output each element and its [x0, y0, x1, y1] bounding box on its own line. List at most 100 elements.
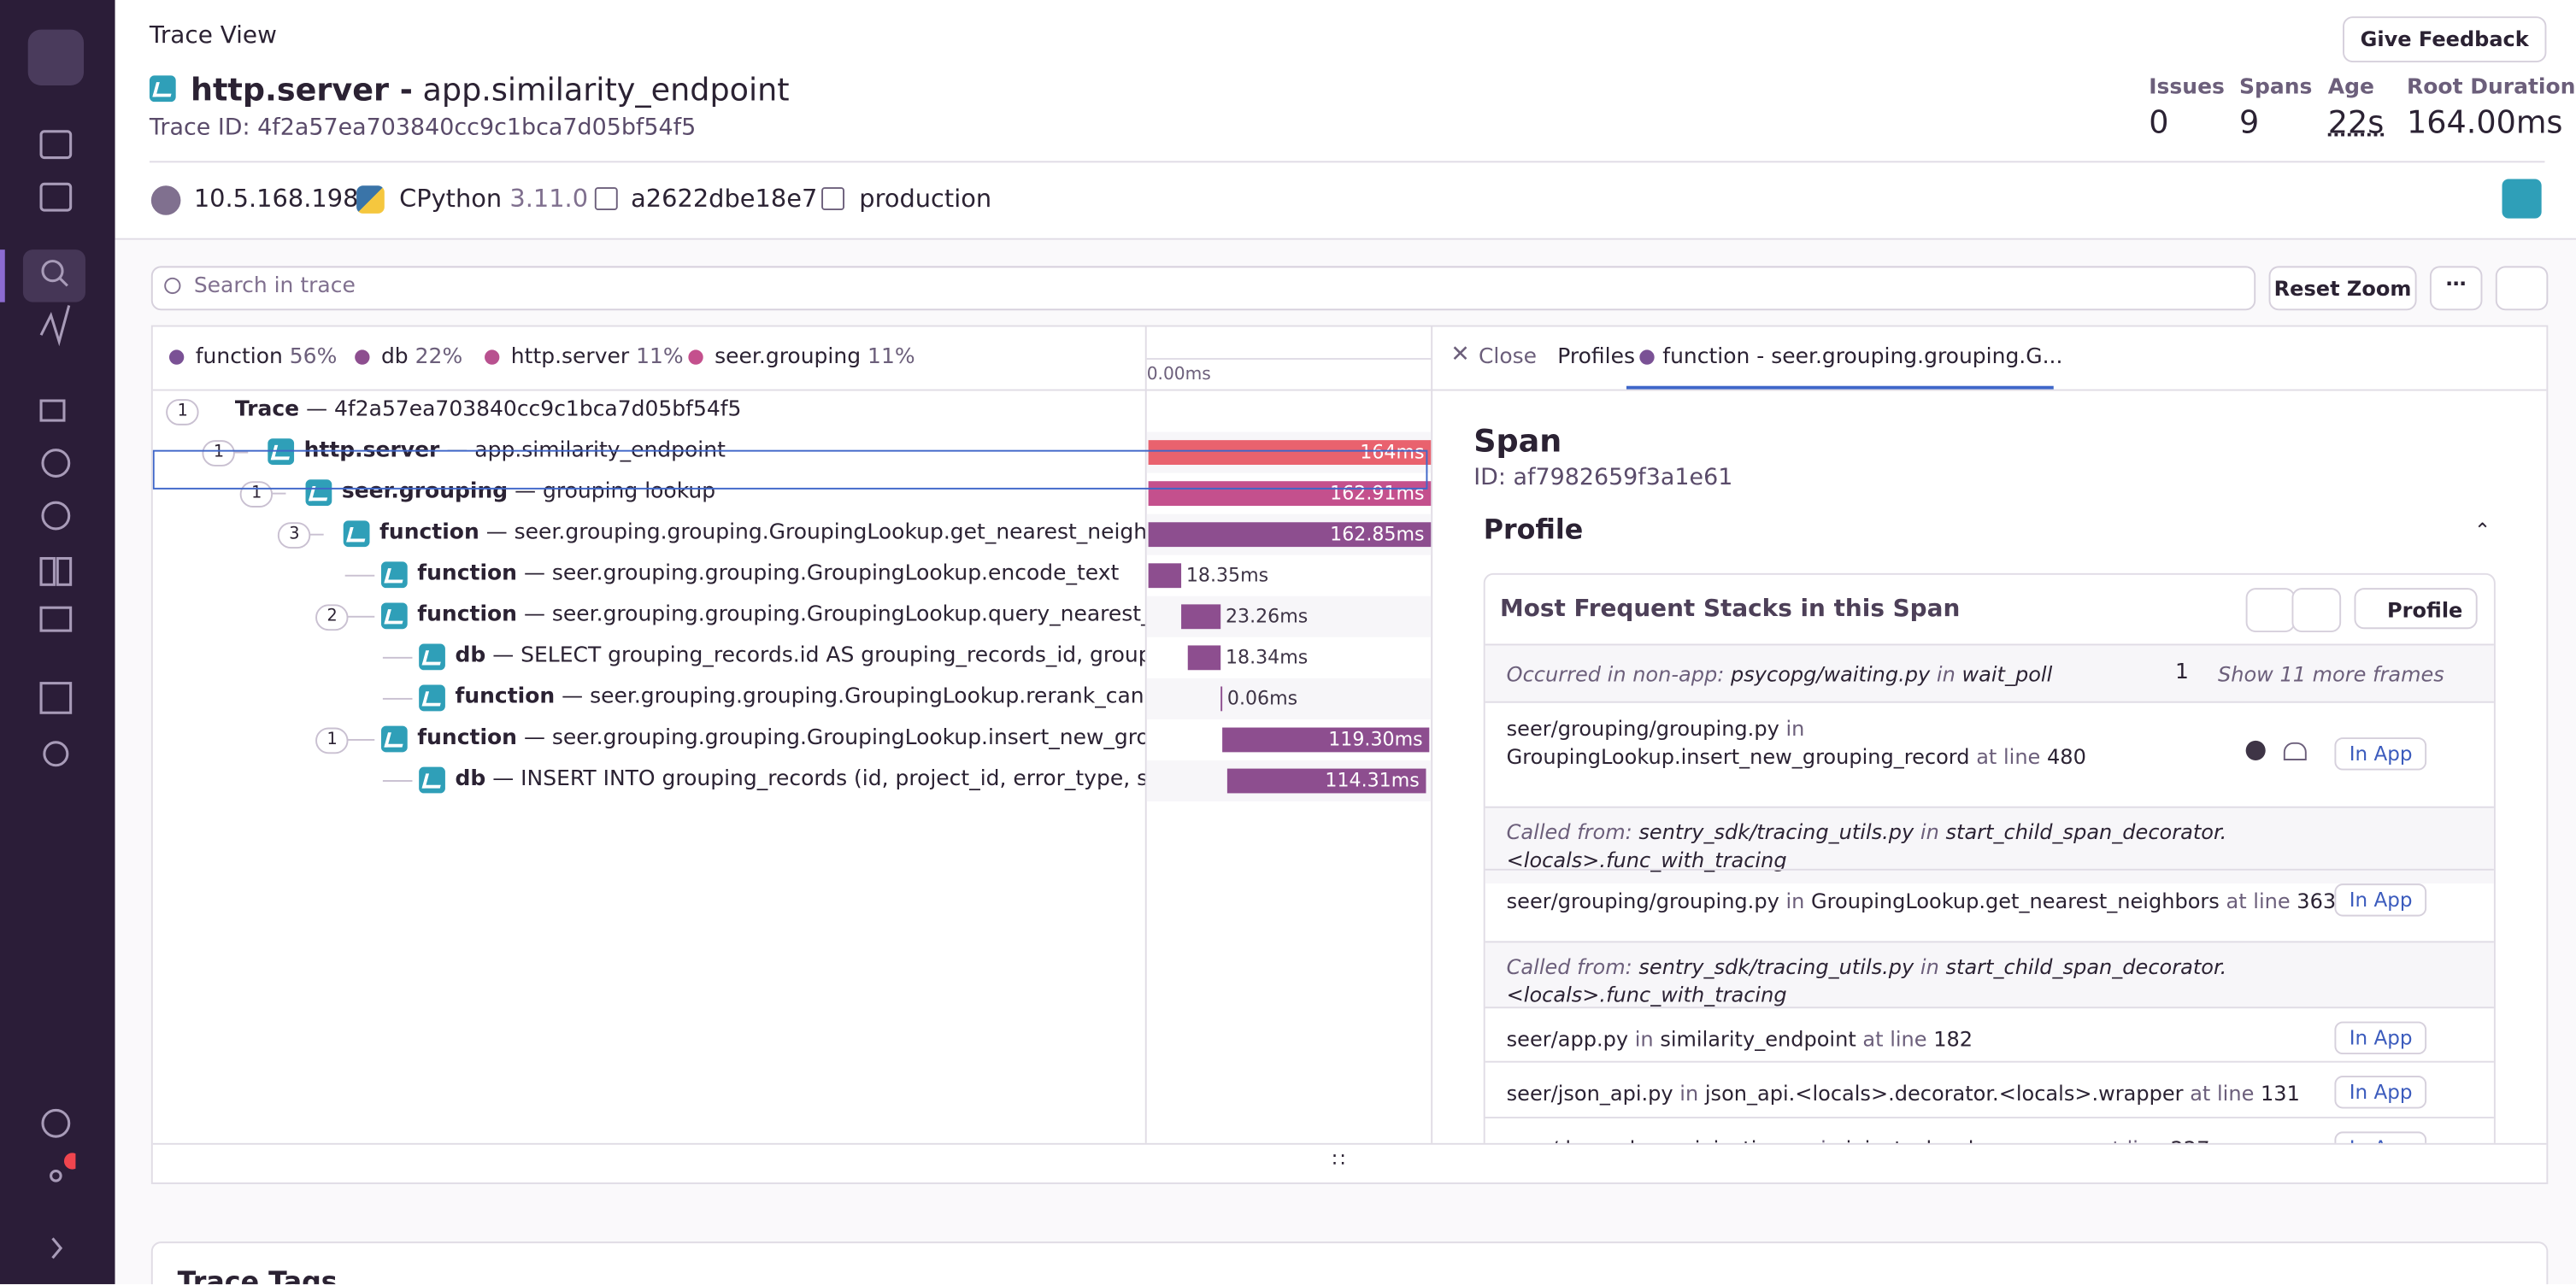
frame-file: seer/app.py: [1506, 1026, 1629, 1052]
timeline-rule: [1146, 358, 1432, 360]
icon: [149, 75, 176, 103]
span-icon: [419, 766, 445, 794]
span-id: ID: af7982659f3a1e61: [1473, 464, 1733, 491]
non-app-more[interactable]: Show 11 more frames: [2217, 661, 2444, 687]
frame-func: inject.<locals>.wrapper: [1846, 1136, 2093, 1143]
in-app-badge[interactable]: In App: [2334, 1076, 2427, 1109]
link-icon[interactable]: [2283, 742, 2307, 760]
page-title: http.server - app.similarity_endpoint: [191, 73, 790, 109]
row-label[interactable]: function — seer.grouping.grouping.Groupi…: [417, 726, 1145, 751]
settings-button[interactable]: [2495, 266, 2549, 311]
called-prefix: Called from:: [1506, 953, 1632, 979]
span-duration: 0.06ms: [1226, 686, 1298, 710]
non-app-text: Occurred in non-app: psycopg/waiting.py …: [1507, 662, 2053, 687]
legend-item: db 22%: [381, 345, 462, 370]
row-label[interactable]: db — SELECT grouping_records.id AS group…: [455, 644, 1144, 669]
in-app-badge[interactable]: In App: [2334, 1021, 2427, 1055]
span-duration: 18.34ms: [1225, 645, 1309, 669]
nav-active[interactable]: [22, 249, 85, 302]
frame-func: GroupingLookup.insert_new_grouping_recor…: [1506, 743, 1970, 769]
reset-zoom-button[interactable]: Reset Zoom: [2268, 266, 2417, 311]
row-label[interactable]: seer.grouping — grouping lookup: [342, 479, 715, 504]
frame-text: seer/dependency_injection.py in inject.<…: [1507, 1135, 2210, 1143]
next-button[interactable]: [2291, 588, 2342, 633]
prev-button[interactable]: [2245, 588, 2296, 633]
legend-dot: [355, 349, 370, 365]
row-desc: — 4f2a57ea703840cc9c1bca7d05bf54f5: [306, 397, 742, 423]
called-func: start_child_span_decorator.: [1945, 953, 2227, 979]
runtime: CPython 3.11.0: [399, 184, 588, 214]
row-desc: — seer.grouping.grouping.GroupingLookup.…: [523, 602, 1145, 628]
source-icon[interactable]: [2245, 740, 2266, 760]
panel-tab[interactable]: function - seer.grouping.grouping.G...: [1662, 344, 2063, 370]
child-count[interactable]: 2: [315, 604, 350, 631]
environment: production: [859, 184, 992, 214]
frame-line: 363: [2297, 888, 2337, 913]
release: a2622dbe18e7: [631, 184, 818, 214]
span-duration: 114.31ms: [1325, 768, 1420, 792]
feedback-button[interactable]: Give Feedback: [2343, 16, 2547, 63]
collapse-chevron: ⌃: [2473, 519, 2491, 543]
panel-tab[interactable]: Profiles: [1557, 344, 1635, 370]
more-button[interactable]: ⋯: [2429, 266, 2483, 311]
stat-label: Spans: [2238, 75, 2313, 101]
frame-line: 131: [2261, 1080, 2300, 1106]
non-app-row: Occurred in non-app: psycopg/waiting.py …: [1485, 643, 2494, 703]
span-bar: [1181, 604, 1221, 630]
stat-label: Root Duration: [2407, 75, 2576, 101]
in-app-badge[interactable]: In App: [2334, 737, 2427, 771]
legend-item: seer.grouping 11%: [715, 345, 915, 370]
detail-panel: Close Profiles function - seer.grouping.gr…: [1432, 327, 2546, 1143]
row-op: function: [417, 602, 517, 628]
tree-line: [344, 615, 375, 618]
unknown-icon: [150, 185, 181, 215]
frame-file: seer/grouping/grouping.py: [1506, 888, 1779, 913]
stat-value: 22s: [2327, 105, 2385, 142]
called-func: <locals>.func_with_tracing: [1506, 847, 1787, 872]
frame-row: seer/grouping/grouping.py in GroupingLoo…: [1485, 868, 2494, 926]
called-func: start_child_span_decorator.: [1945, 819, 2227, 845]
child-count[interactable]: 1: [202, 440, 236, 466]
span-bar: [1226, 768, 1426, 794]
in-app-badge[interactable]: In App: [2334, 1131, 2427, 1143]
span-duration: 119.30ms: [1328, 727, 1423, 751]
child-count[interactable]: 1: [315, 727, 350, 754]
span-bar: [1148, 440, 1432, 465]
nav-icons[interactable]: [36, 121, 76, 1271]
sidebar: [0, 0, 115, 1285]
called-from: Called from: sentry_sdk/tracing_utils.py…: [1507, 953, 2246, 1008]
row-label[interactable]: function — seer.grouping.grouping.Groupi…: [417, 602, 1145, 627]
frame-file: seer/dependency_injection.py: [1507, 1136, 1814, 1143]
profile-button[interactable]: Profile: [2354, 588, 2478, 630]
in-app-badge[interactable]: In App: [2334, 883, 2427, 917]
frame-at: at line: [2190, 1080, 2255, 1106]
row-label[interactable]: function — seer.grouping.grouping.Groupi…: [379, 520, 1145, 545]
row-selected: [152, 449, 1428, 490]
split: [1144, 326, 1147, 1143]
legend-item: http.server 11%: [511, 345, 684, 370]
non-app-count[interactable]: 1: [2174, 660, 2189, 685]
row-label[interactable]: db — INSERT INTO grouping_records (id, p…: [455, 767, 1144, 792]
child-count[interactable]: 1: [166, 399, 200, 425]
child-count[interactable]: 3: [277, 522, 312, 549]
row-op: function: [379, 520, 479, 546]
logo[interactable]: [27, 29, 85, 85]
tree-line: [344, 738, 375, 741]
span-icon: [380, 561, 408, 589]
span-duration: 162.85ms: [1330, 522, 1425, 546]
span-bar: [1187, 645, 1221, 671]
search-input[interactable]: Search in trace: [150, 266, 2256, 311]
legend-pct: 11%: [636, 344, 684, 370]
bottom-rule: [152, 1142, 2547, 1145]
row-label[interactable]: function — seer.grouping.grouping.Groupi…: [417, 561, 1119, 586]
span-icon: [419, 643, 445, 671]
span-icon: [380, 725, 408, 753]
frame-line: 227: [2171, 1136, 2210, 1143]
row-desc: — seer.grouping.grouping.GroupingLookup.…: [523, 561, 1120, 587]
frame-at: at line: [1862, 1026, 1927, 1052]
panel-tab[interactable]: Close: [1478, 344, 1538, 370]
row-label[interactable]: Trace — 4f2a57ea703840cc9c1bca7d05bf54f5: [235, 397, 742, 422]
row-label[interactable]: function — seer.grouping.grouping.Groupi…: [455, 685, 1144, 710]
divider: [115, 238, 2576, 240]
frame-in: in: [1679, 1080, 1699, 1106]
